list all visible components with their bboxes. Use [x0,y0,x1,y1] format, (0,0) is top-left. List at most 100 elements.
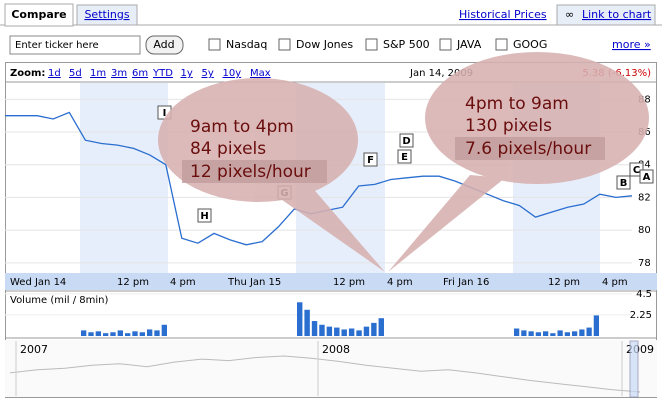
zoom-option[interactable]: 10y [223,68,242,79]
volume-bar [572,331,578,336]
volume-label: Volume (mil / 8min) [10,295,109,306]
flag-label[interactable]: D [402,136,410,147]
tab[interactable] [76,4,138,26]
y-tick-label: 82 [638,192,651,203]
y-tick-label: 2.25 [630,310,652,321]
more-link[interactable]: more » [612,38,651,51]
checkbox-label[interactable]: S&P 500 [383,38,430,51]
tab[interactable] [4,3,74,27]
zoom-option[interactable]: 6m [132,68,148,79]
zoom-option[interactable]: YTD [152,68,173,79]
volume-bar [103,333,109,336]
year-label: 2008 [322,343,350,356]
volume-bar [132,331,138,336]
y-tick-label: 78 [638,258,651,269]
volume-bar [550,333,556,336]
add-button[interactable] [145,35,184,55]
time-axis [5,273,657,290]
volume-bar [154,330,160,336]
flag[interactable] [399,133,414,148]
time-label: Thu Jan 15 [227,277,281,288]
volume-bar [88,332,94,336]
link[interactable]: Historical Prices [459,8,547,21]
flag-label[interactable]: E [401,152,408,163]
flag[interactable] [639,169,654,184]
checkbox[interactable] [439,38,452,51]
year-label: 2007 [20,343,48,356]
tab-label[interactable]: Compare [11,8,66,21]
volume-bar [564,332,570,336]
volume-bar [110,332,116,336]
zoom-option[interactable]: 5y [202,68,214,79]
flag[interactable] [197,208,212,223]
ticker-input[interactable] [9,35,141,55]
callout-text: 7.6 pixels/hour [465,139,591,159]
placeholder[interactable]: Enter ticker here [15,40,99,51]
volume-bar [521,330,527,336]
y-tick-label: 4.5 [636,289,652,300]
link-box[interactable] [556,4,656,26]
checkbox-label[interactable]: Nasdaq [226,38,267,51]
volume-bar [125,333,131,336]
flag[interactable] [397,149,412,164]
callout-tail [388,175,505,272]
volume-bar [326,326,333,336]
zoom-option[interactable]: Max [250,68,271,79]
time-label: Fri Jan 16 [443,277,489,288]
volume-bar [543,331,549,336]
zoom-option[interactable]: 1y [181,68,193,79]
volume-bar [147,329,153,336]
checkbox[interactable] [365,38,378,51]
zoom-option[interactable]: 5d [69,68,82,79]
flag-label[interactable]: F [367,155,374,166]
volume-bar [557,330,563,336]
tab-label[interactable]: Settings [84,8,129,21]
flag[interactable] [363,152,378,167]
flag-label[interactable]: C [633,165,640,176]
highlight [182,160,327,183]
button-label[interactable]: Add [153,38,174,51]
compare-options: Nasdaq Dow Jones S&P 500 JAVA GOOG [208,38,547,51]
volume-bar [319,324,325,336]
zoom-label: Zoom: [10,68,45,79]
zoom-option[interactable]: 1d [48,68,61,79]
flag[interactable] [616,175,631,190]
callout-text: 4pm to 9am [465,94,569,114]
volume-bar [341,329,347,336]
checkbox-label[interactable]: JAVA [456,38,482,51]
volume-bar [579,329,585,336]
volume-bar [117,330,123,336]
time-label: 4 pm [170,277,196,288]
time-label: 4 pm [387,277,413,288]
time-label: 12 pm [333,277,365,288]
volume-bar [161,324,167,336]
volume-bar [535,332,541,336]
overview [5,340,657,397]
callout-tail [275,185,385,272]
checkbox[interactable] [495,38,508,51]
flag-label[interactable]: I [163,108,167,119]
volume-bar [139,332,145,336]
checkbox-label[interactable]: Dow Jones [296,38,353,51]
volume-bar [356,330,362,336]
callout-text: 84 pixels [190,139,266,159]
flag-label[interactable]: A [643,172,651,183]
checkbox-label[interactable]: GOOG [513,38,547,51]
zoom-option[interactable]: 1m [90,68,106,79]
flag-label[interactable]: B [620,178,628,189]
checkbox[interactable] [278,38,291,51]
zoom-options: 1d 5d 1m 3m 6m YTD 1y 5y 10y Max [48,68,271,79]
overview-window[interactable] [629,340,639,398]
link[interactable]: Link to chart [582,8,652,21]
zoom-option[interactable]: 3m [111,68,127,79]
volume-bar [586,327,592,336]
volume-bar [348,328,355,336]
y-tick-label: 80 [638,225,651,236]
session-band [80,83,168,273]
checkbox[interactable] [208,38,221,51]
flag-label[interactable]: H [200,211,208,222]
time-label: 12 pm [117,277,149,288]
date: Jan 14, 2009 [409,68,473,79]
volume-bar [378,318,384,336]
